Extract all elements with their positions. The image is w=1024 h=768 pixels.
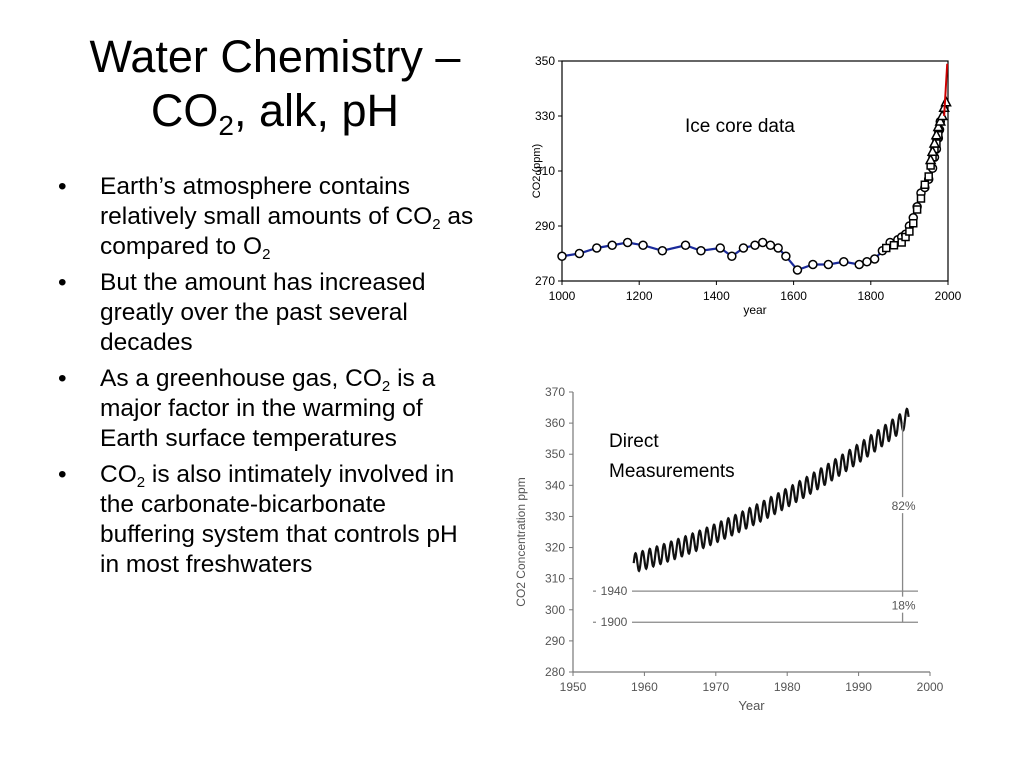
x-tick-label: 2000 xyxy=(935,289,962,303)
bullet-dot-icon: • xyxy=(58,365,67,392)
x-tick-label: 1800 xyxy=(857,289,884,303)
data-point-circle xyxy=(869,254,880,264)
x-tick-label: 1200 xyxy=(626,289,653,303)
bracket-label-bg xyxy=(888,497,919,514)
bullet-item: • CO2 is also intimately involved in the … xyxy=(58,461,458,578)
bullet-item: • As a greenhouse gas, CO2 is a major fac… xyxy=(58,365,436,452)
bullet-item: • Earth’s atmosphere contains relatively … xyxy=(58,173,474,263)
reference-line-label: 1940 xyxy=(601,584,628,598)
x-axis-label: year xyxy=(743,303,766,317)
y-tick-label: 320 xyxy=(545,541,565,555)
title-line-1: Water Chemistry – xyxy=(89,31,461,82)
data-point-triangle xyxy=(926,145,939,156)
data-point-circle xyxy=(750,240,760,250)
y-tick-label: 270 xyxy=(535,274,555,288)
data-point-circle xyxy=(757,237,768,248)
data-point-square xyxy=(905,227,914,236)
data-point-circle xyxy=(839,257,849,267)
data-point-circle xyxy=(622,237,633,248)
y-tick-label: 280 xyxy=(545,665,565,679)
co2-measurement-line xyxy=(632,407,910,573)
bullet-item: • But the amount has increased greatly ov… xyxy=(58,269,426,356)
y-tick-label: 370 xyxy=(545,385,565,399)
recent-co2-line xyxy=(943,63,949,117)
x-tick-label: 1950 xyxy=(560,680,587,694)
ice-core-annotation: Ice core data xyxy=(685,116,795,137)
data-point-circle xyxy=(557,251,567,261)
direct-annotation-line-2: Measurements xyxy=(609,461,735,482)
data-point-circle xyxy=(591,243,602,253)
x-tick-label: 1980 xyxy=(774,680,801,694)
data-point-triangle xyxy=(940,95,952,107)
ice-core-chart: 270 290 310 330 350 1000 1200 1400 1600 1800 2000 y… xyxy=(531,54,962,317)
data-point-square xyxy=(920,180,930,189)
y-tick-label: 350 xyxy=(545,447,565,461)
data-point-circle xyxy=(862,257,872,267)
bullet-list: • Earth’s atmosphere contains relatively … xyxy=(58,172,478,586)
data-point-circle xyxy=(765,240,776,250)
y-tick-label: 310 xyxy=(535,164,555,178)
y-tick-label: 330 xyxy=(535,109,555,123)
data-point-triangle xyxy=(932,120,945,132)
data-point-circle xyxy=(638,240,648,250)
data-point-triangle xyxy=(930,128,943,140)
x-tick-label: 1000 xyxy=(549,289,576,303)
data-point-circle xyxy=(823,259,834,270)
y-tick-label: 290 xyxy=(545,634,565,648)
y-axis-label: CO2 Concentration ppm xyxy=(514,477,528,606)
bullet-dot-icon: • xyxy=(58,173,67,200)
x-tick-label: 2000 xyxy=(917,680,944,694)
direct-annotation-line-1: Direct xyxy=(609,431,659,452)
data-point-square xyxy=(924,172,933,181)
data-point-circle xyxy=(696,246,706,256)
x-tick-label: 1960 xyxy=(631,680,658,694)
y-axis-label: CO2 (ppm) xyxy=(531,144,543,198)
reference-label-bg xyxy=(596,582,632,599)
data-point-square xyxy=(916,194,926,203)
data-point-circle xyxy=(808,259,818,270)
data-point-circle xyxy=(773,243,783,253)
data-point-circle xyxy=(715,243,726,253)
data-point-circle xyxy=(574,248,585,259)
x-tick-label: 1400 xyxy=(703,289,730,303)
y-tick-label: 340 xyxy=(545,478,565,492)
data-point-square xyxy=(881,243,891,253)
x-tick-label: 1970 xyxy=(702,680,729,694)
x-tick-label: 1990 xyxy=(845,680,872,694)
data-point-circle xyxy=(854,259,864,270)
y-tick-label: 350 xyxy=(535,54,555,68)
data-point-circle xyxy=(738,243,749,253)
data-point-circle xyxy=(792,265,803,275)
title-line-2: CO2, alk, pH xyxy=(150,85,400,141)
y-tick-label: 300 xyxy=(545,603,565,617)
x-axis-label: Year xyxy=(738,698,765,713)
bracket-label: 18% xyxy=(892,599,916,613)
reference-label-bg xyxy=(596,613,632,630)
x-tick-label: 1600 xyxy=(780,289,807,303)
bullet-dot-icon: • xyxy=(58,461,67,488)
data-point-triangle xyxy=(924,153,937,165)
bullet-dot-icon: • xyxy=(58,269,67,296)
data-point-circle xyxy=(781,251,791,261)
bracket-label: 82% xyxy=(892,499,916,513)
bracket-label-bg xyxy=(888,596,919,613)
data-point-square xyxy=(889,241,899,250)
data-point-square xyxy=(909,219,918,228)
data-point-circle xyxy=(680,240,691,250)
data-point-circle xyxy=(607,240,617,250)
y-tick-label: 310 xyxy=(545,572,565,586)
data-point-circle xyxy=(727,251,737,261)
slide-title: Water Chemistry – CO2, alk, pH xyxy=(40,30,510,141)
data-point-circle xyxy=(657,246,668,256)
data-point-triangle xyxy=(928,136,941,148)
data-point-triangle xyxy=(934,114,947,126)
data-point-square xyxy=(912,205,922,214)
y-tick-label: 330 xyxy=(545,509,565,523)
y-tick-label: 360 xyxy=(545,416,565,430)
y-tick-label: 290 xyxy=(535,219,555,233)
reference-line-label: 1900 xyxy=(601,615,628,629)
direct-measurements-chart: 280 290 300 310 320 330 340 350 360 370 1950 1960 19… xyxy=(514,385,944,713)
